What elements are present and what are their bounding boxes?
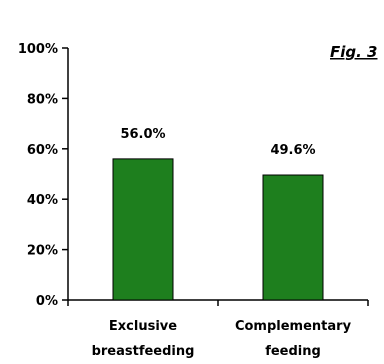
y-ticks: 0% 20% 40% 60% 80% 100% [18, 42, 68, 309]
data-label: 56.0% [120, 127, 165, 142]
category-label: Complementary [235, 319, 352, 334]
bars [112, 158, 324, 301]
category-labels: Exclusive breastfeeding Complementary feedi… [92, 319, 352, 359]
category-label: breastfeeding [92, 344, 195, 359]
y-tick-label: 80% [27, 92, 58, 107]
y-tick-label: 0% [36, 294, 58, 309]
category-label: Exclusive [109, 319, 177, 334]
bar [262, 174, 324, 301]
category-label: feeding [265, 344, 321, 359]
data-label: 49.6% [270, 143, 315, 158]
figure-annotation: Fig. 3 [330, 43, 377, 61]
bar [112, 158, 174, 301]
y-tick-label: 20% [27, 244, 58, 259]
y-tick-label: 40% [27, 193, 58, 208]
y-tick-label: 60% [27, 143, 58, 158]
y-tick-label: 100% [18, 42, 58, 57]
data-labels: 56.0% 49.6% [120, 127, 315, 158]
